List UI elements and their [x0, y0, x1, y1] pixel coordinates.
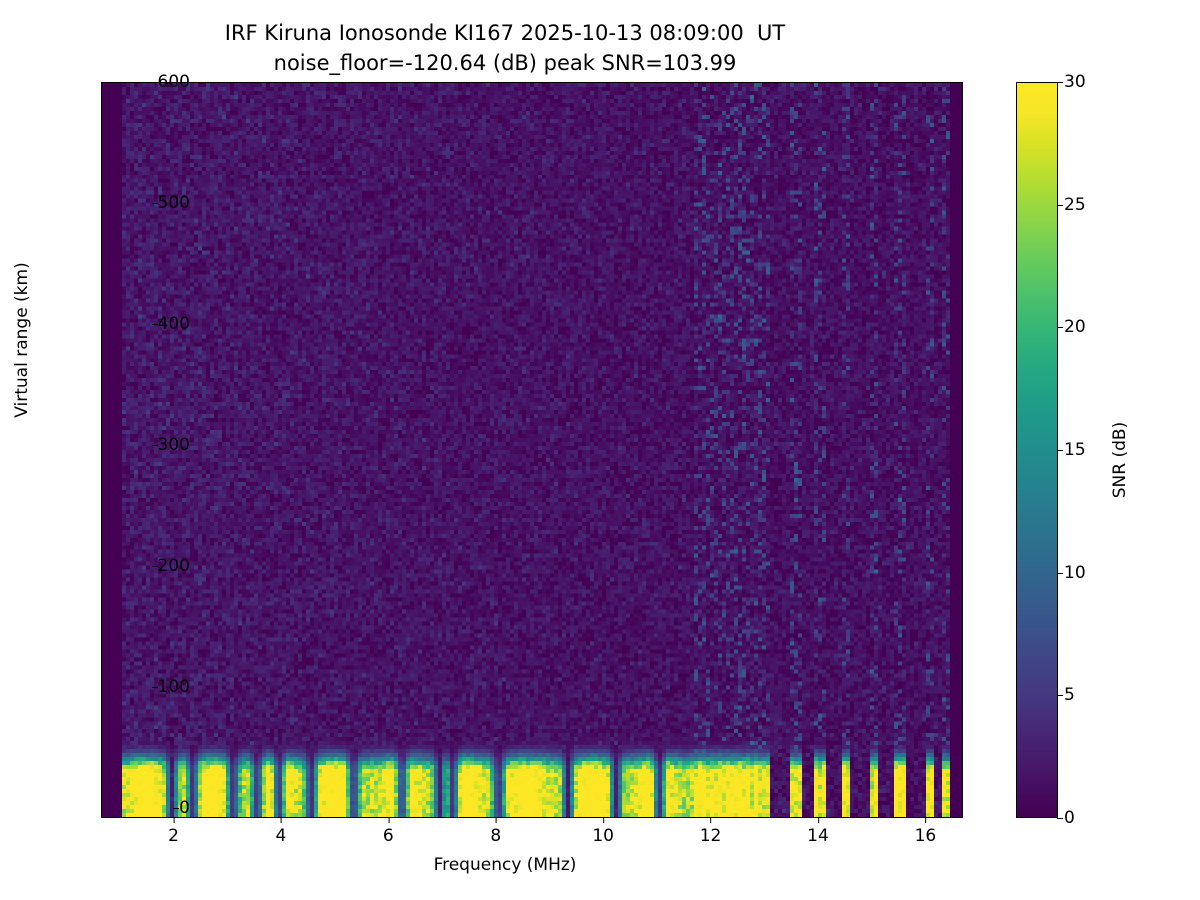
x-axis-label: Frequency (MHz): [433, 855, 577, 875]
y-tick-mark: [151, 445, 158, 447]
colorbar-tick-15: 15: [1057, 440, 1086, 460]
y-tick-500: 500: [151, 193, 190, 213]
y-tick-400: 400: [151, 314, 190, 334]
x-tick-4: 4: [275, 817, 286, 846]
x-tick-mark: [388, 817, 390, 823]
y-tick-mark: [151, 82, 158, 83]
x-tick-mark: [817, 817, 819, 823]
colorbar-tick-mark: [1057, 695, 1063, 697]
colorbar-tick-25: 25: [1057, 195, 1086, 215]
x-tick-mark: [495, 817, 497, 823]
colorbar-tick-10: 10: [1057, 563, 1086, 583]
ionogram-heatmap: [102, 83, 962, 817]
y-tick-mark: [151, 687, 158, 689]
colorbar-gradient: [1017, 83, 1057, 817]
x-tick-12: 12: [700, 817, 721, 846]
x-tick-mark: [710, 817, 712, 823]
colorbar-tick-mark: [1057, 572, 1063, 574]
y-tick-100: 100: [151, 677, 190, 697]
colorbar-tick-mark: [1057, 82, 1063, 83]
y-tick-0: 0: [173, 798, 190, 818]
x-tick-16: 16: [915, 817, 936, 846]
title-line-2: noise_floor=-120.64 (dB) peak SNR=103.99: [273, 51, 737, 75]
colorbar-tick-30: 30: [1057, 72, 1086, 92]
y-tick-200: 200: [151, 556, 190, 576]
y-axis-label: Virtual range (km): [12, 262, 32, 418]
x-tick-6: 6: [383, 817, 394, 846]
y-tick-mark: [151, 203, 158, 205]
colorbar-tick-5: 5: [1057, 685, 1075, 705]
x-tick-mark: [603, 817, 605, 823]
y-tick-600: 600: [151, 72, 190, 92]
colorbar: [1016, 82, 1058, 818]
x-tick-10: 10: [592, 817, 614, 846]
colorbar-tick-20: 20: [1057, 317, 1086, 337]
y-tick-mark: [151, 324, 158, 326]
ionogram-axes: [101, 82, 963, 818]
x-tick-2: 2: [168, 817, 179, 846]
figure-title: IRF Kiruna Ionosonde KI167 2025-10-13 08…: [0, 18, 1010, 78]
x-tick-mark: [925, 817, 927, 823]
colorbar-tick-mark: [1057, 204, 1063, 206]
x-tick-mark: [173, 817, 175, 823]
x-tick-14: 14: [807, 817, 829, 846]
y-tick-mark: [173, 808, 180, 810]
colorbar-tick-mark: [1057, 327, 1063, 329]
colorbar-tick-mark: [1057, 450, 1063, 451]
y-tick-mark: [151, 566, 158, 568]
colorbar-label: SNR (dB): [1110, 421, 1130, 499]
colorbar-tick-0: 0: [1057, 808, 1075, 828]
y-tick-300: 300: [151, 435, 190, 455]
colorbar-tick-mark: [1057, 818, 1063, 819]
x-tick-8: 8: [490, 817, 501, 846]
x-tick-mark: [280, 817, 282, 823]
title-line-1: IRF Kiruna Ionosonde KI167 2025-10-13 08…: [224, 21, 786, 45]
